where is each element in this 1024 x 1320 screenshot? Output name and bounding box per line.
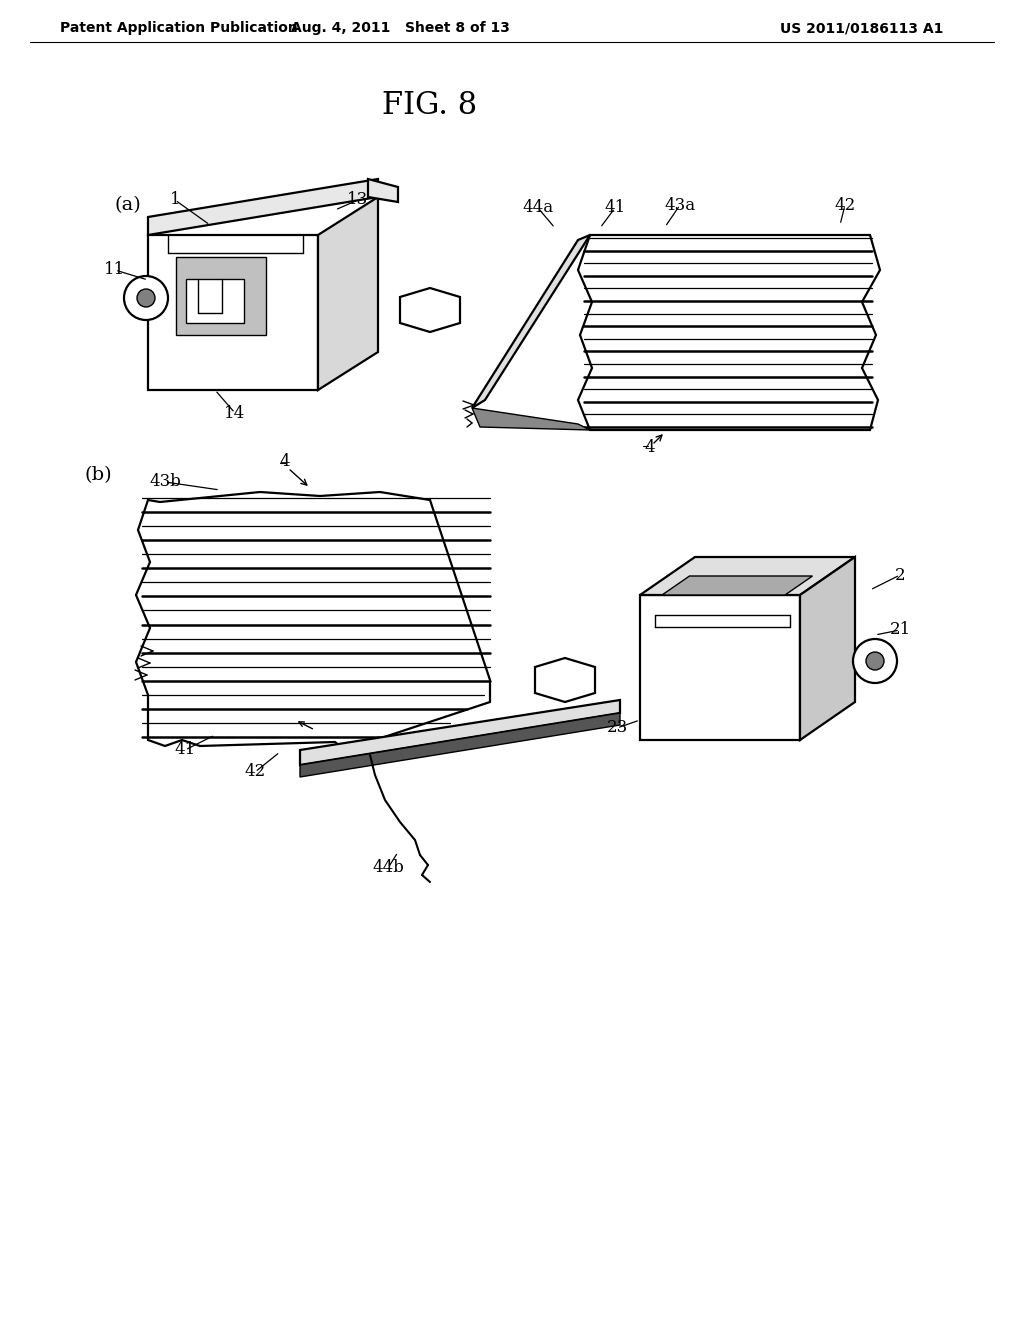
Polygon shape bbox=[300, 700, 620, 766]
Text: 4: 4 bbox=[280, 454, 291, 470]
Text: 13: 13 bbox=[347, 191, 369, 209]
Text: 44a: 44a bbox=[522, 199, 554, 216]
Polygon shape bbox=[176, 257, 266, 335]
Polygon shape bbox=[368, 180, 398, 202]
Text: 4: 4 bbox=[645, 438, 655, 455]
Text: (a): (a) bbox=[115, 195, 141, 214]
Polygon shape bbox=[662, 576, 812, 595]
Polygon shape bbox=[640, 595, 800, 741]
Polygon shape bbox=[400, 288, 460, 333]
Polygon shape bbox=[578, 235, 880, 430]
Text: Patent Application Publication: Patent Application Publication bbox=[60, 21, 298, 36]
Circle shape bbox=[137, 289, 155, 308]
Polygon shape bbox=[136, 492, 490, 750]
Polygon shape bbox=[318, 197, 378, 389]
Text: 44b: 44b bbox=[372, 859, 403, 876]
Circle shape bbox=[124, 276, 168, 319]
Text: 42: 42 bbox=[245, 763, 265, 780]
Text: FIG. 8: FIG. 8 bbox=[382, 90, 477, 120]
Text: Aug. 4, 2011   Sheet 8 of 13: Aug. 4, 2011 Sheet 8 of 13 bbox=[291, 21, 509, 36]
Text: US 2011/0186113 A1: US 2011/0186113 A1 bbox=[780, 21, 943, 36]
Polygon shape bbox=[472, 408, 590, 430]
Text: 42: 42 bbox=[835, 197, 856, 214]
Polygon shape bbox=[148, 235, 318, 389]
Text: 23: 23 bbox=[606, 719, 628, 737]
Text: 41: 41 bbox=[604, 199, 626, 216]
Text: 1: 1 bbox=[170, 191, 180, 209]
Polygon shape bbox=[472, 235, 590, 408]
Text: 2: 2 bbox=[895, 566, 905, 583]
Text: 21: 21 bbox=[890, 622, 910, 639]
Polygon shape bbox=[148, 180, 378, 235]
Polygon shape bbox=[300, 713, 620, 777]
Circle shape bbox=[866, 652, 884, 671]
Text: (b): (b) bbox=[85, 466, 113, 484]
Polygon shape bbox=[800, 557, 855, 741]
Text: 43b: 43b bbox=[150, 474, 181, 491]
Circle shape bbox=[853, 639, 897, 682]
Text: 14: 14 bbox=[224, 404, 246, 421]
Text: 11: 11 bbox=[104, 261, 126, 279]
Polygon shape bbox=[535, 657, 595, 702]
Text: 41: 41 bbox=[174, 742, 196, 759]
Polygon shape bbox=[640, 557, 855, 595]
Polygon shape bbox=[186, 279, 244, 323]
Text: 43a: 43a bbox=[665, 197, 695, 214]
